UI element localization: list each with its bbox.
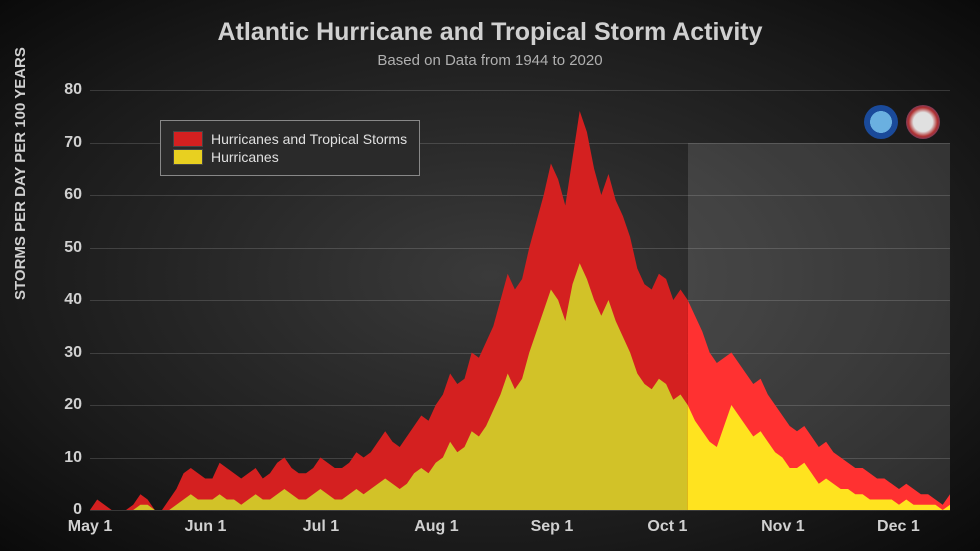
legend-swatch-hurricanes (173, 149, 203, 165)
chart-title: Atlantic Hurricane and Tropical Storm Ac… (0, 18, 980, 47)
x-tick-label: Aug 1 (414, 518, 458, 536)
x-tick-label: Jun 1 (185, 518, 227, 536)
y-tick-label: 50 (64, 239, 82, 257)
y-tick-label: 20 (64, 396, 82, 414)
agency-logos (864, 105, 940, 139)
x-tick-label: Nov 1 (761, 518, 805, 536)
x-tick-label: Jul 1 (303, 518, 339, 536)
legend-label-hurricanes: Hurricanes (211, 149, 279, 165)
noaa-logo-icon (864, 105, 898, 139)
nws-logo-icon (906, 105, 940, 139)
x-tick-label: Dec 1 (877, 518, 920, 536)
y-tick-label: 70 (64, 134, 82, 152)
chart-subtitle: Based on Data from 1944 to 2020 (0, 52, 980, 69)
y-axis-label: STORMS PER DAY PER 100 YEARS (12, 47, 29, 300)
legend-item-hurricanes: Hurricanes (173, 149, 407, 165)
x-tick-label: May 1 (68, 518, 112, 536)
y-tick-label: 0 (73, 501, 82, 519)
y-tick-label: 60 (64, 186, 82, 204)
y-tick-label: 80 (64, 81, 82, 99)
legend: Hurricanes and Tropical Storms Hurricane… (160, 120, 420, 176)
y-tick-label: 30 (64, 344, 82, 362)
hurricane-activity-chart: Atlantic Hurricane and Tropical Storm Ac… (0, 0, 980, 551)
y-tick-label: 40 (64, 291, 82, 309)
grid-line (90, 510, 950, 511)
x-tick-label: Sep 1 (531, 518, 574, 536)
highlight-period-box (688, 143, 950, 511)
legend-item-all-storms: Hurricanes and Tropical Storms (173, 131, 407, 147)
legend-label-all: Hurricanes and Tropical Storms (211, 131, 407, 147)
legend-swatch-all (173, 131, 203, 147)
x-tick-label: Oct 1 (647, 518, 687, 536)
y-tick-label: 10 (64, 449, 82, 467)
